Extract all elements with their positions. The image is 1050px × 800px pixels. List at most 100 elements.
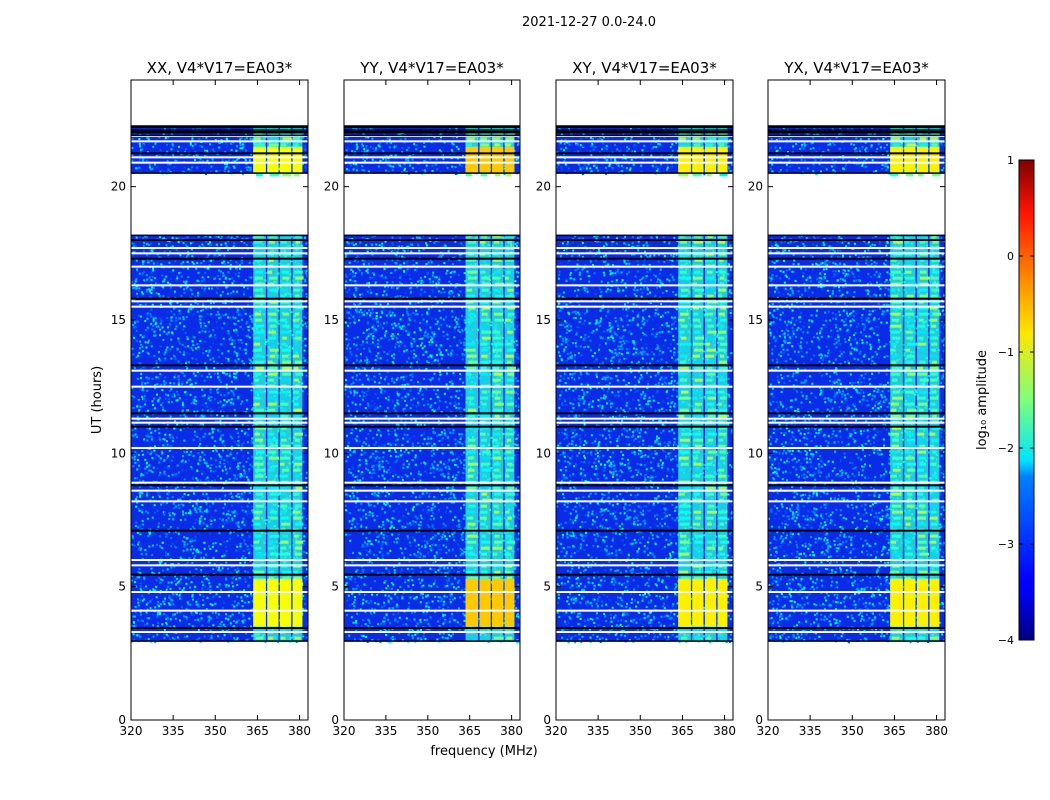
noise-pixel [240,536,243,539]
noise-pixel [221,422,224,425]
noise-pixel [141,398,144,401]
noise-pixel [145,628,148,631]
noise-pixel [172,144,175,147]
noise-pixel [243,490,246,493]
rfi-texture [293,576,302,580]
noise-pixel [225,163,228,166]
noise-pixel [204,402,207,405]
rfi-texture [254,516,260,520]
noise-pixel [306,275,308,278]
noise-pixel [180,422,183,425]
rfi-texture [293,288,300,292]
noise-pixel [346,614,349,617]
noise-pixel [165,588,168,591]
noise-pixel [164,554,167,557]
flagged-row [131,421,308,424]
noise-pixel [168,242,171,245]
noise-pixel [217,376,220,379]
noise-pixel [159,582,162,585]
noise-pixel [132,324,135,327]
noise-pixel [398,562,401,565]
noise-pixel [193,402,196,405]
rfi-texture [295,330,303,334]
noise-pixel [144,341,147,344]
noise-pixel [207,276,210,279]
noise-pixel [219,316,222,319]
noise-pixel [250,483,253,486]
noise-pixel [265,524,268,527]
noise-pixel [158,432,161,435]
noise-pixel [218,379,221,382]
noise-pixel [233,350,236,353]
noise-pixel [431,274,434,277]
noise-pixel [238,271,241,274]
rfi-texture [270,516,278,520]
rfi-texture [253,540,260,544]
noise-pixel [446,486,449,489]
noise-pixel [165,237,168,240]
noise-pixel [134,477,137,480]
noise-pixel [301,324,304,327]
noise-pixel [159,149,162,152]
noise-pixel [206,465,209,468]
noise-pixel [437,501,440,504]
noise-pixel [238,267,241,270]
noise-pixel [237,262,240,265]
noise-pixel [193,589,196,592]
noise-pixel [141,292,144,295]
noise-pixel [385,266,388,269]
noise-pixel [178,622,181,625]
noise-pixel [209,603,212,606]
noise-pixel [304,602,307,605]
noise-pixel [223,162,226,165]
noise-pixel [304,278,307,281]
noise-pixel [265,485,268,488]
rfi-texture [282,468,289,472]
noise-pixel [136,377,139,380]
noise-pixel [172,436,175,439]
noise-pixel [251,319,254,322]
noise-pixel [147,528,150,531]
noise-pixel [196,375,199,378]
noise-pixel [131,429,134,432]
noise-pixel [171,473,174,476]
noise-pixel [227,454,230,457]
noise-pixel [164,551,167,554]
noise-pixel [217,411,220,414]
rfi-texture [254,432,261,436]
rfi-texture [269,474,274,478]
noise-pixel [232,329,235,332]
noise-pixel [215,449,218,452]
noise-pixel [232,394,235,397]
noise-pixel [232,607,235,610]
noise-pixel [219,543,222,546]
noise-pixel [181,410,184,413]
noise-pixel [168,528,171,531]
noise-pixel [154,163,157,166]
noise-pixel [204,362,207,365]
noise-pixel [228,492,231,495]
noise-pixel [202,595,205,598]
noise-pixel [182,414,185,417]
noise-pixel [225,513,228,516]
rfi-texture [268,390,279,394]
noise-pixel [458,523,461,526]
noise-pixel [163,339,166,342]
noise-pixel [250,382,253,385]
noise-pixel [142,480,145,483]
noise-pixel [436,395,439,398]
noise-pixel [146,288,149,291]
x-tick-label: 335 [162,724,185,738]
noise-pixel [170,581,173,584]
noise-pixel [236,309,239,312]
noise-pixel [194,611,197,614]
rfi-texture [267,408,276,412]
noise-pixel [132,398,135,401]
noise-pixel [195,518,198,521]
noise-pixel [182,405,185,408]
noise-pixel [151,250,154,253]
noise-pixel [290,576,293,579]
noise-pixel [137,526,140,529]
noise-pixel [163,278,166,281]
noise-pixel [210,170,213,173]
